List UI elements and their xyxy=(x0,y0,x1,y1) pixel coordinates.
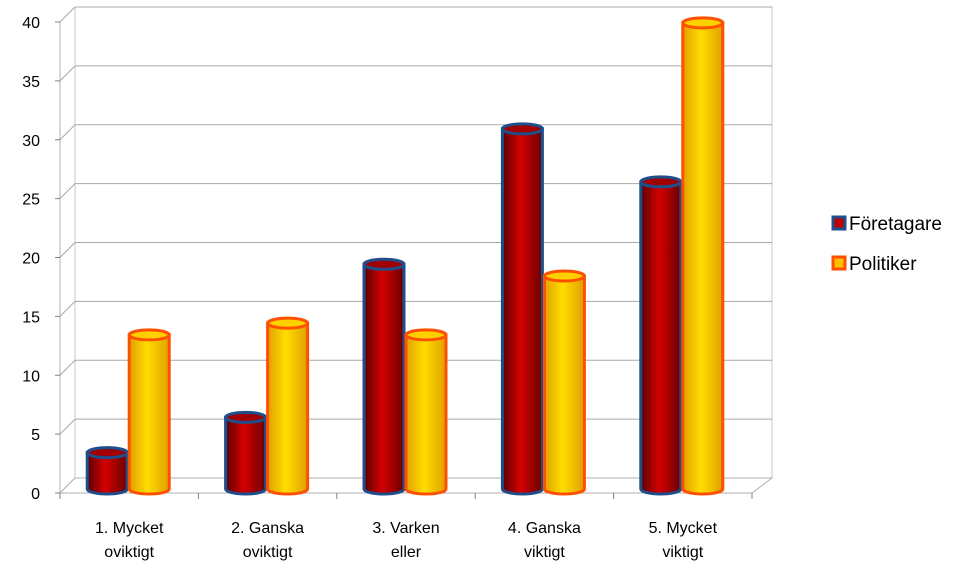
x-tick-label: 4. Ganska viktigt xyxy=(508,520,581,561)
y-tick-label: 25 xyxy=(22,192,40,209)
gridline-diagonal xyxy=(59,242,76,258)
y-tick-label: 35 xyxy=(22,74,40,91)
y-tick-label: 5 xyxy=(31,427,40,444)
bar-body xyxy=(224,415,268,496)
bar-body xyxy=(639,180,683,496)
bar-top xyxy=(681,16,725,30)
bar xyxy=(266,316,310,496)
bar xyxy=(127,328,171,496)
bar-body xyxy=(681,21,725,496)
bar-top xyxy=(639,175,683,189)
y-tick-label: 40 xyxy=(22,15,40,32)
gridline-diagonal xyxy=(59,65,76,82)
gridline-diagonal xyxy=(59,418,76,435)
y-axis-ticks: 0 5 10 15 20 25 30 35 40 xyxy=(22,15,60,503)
bar-top xyxy=(224,410,268,424)
bar-body xyxy=(404,333,448,496)
x-tick-label: 2. Ganska oviktigt xyxy=(231,520,304,561)
bar-top xyxy=(266,316,310,330)
bars xyxy=(85,16,725,496)
y-tick-label: 20 xyxy=(22,251,40,268)
legend-label: Politiker xyxy=(849,254,917,275)
gridline-diagonal xyxy=(59,183,76,199)
bar-top xyxy=(127,328,171,342)
bar-body xyxy=(85,451,129,496)
x-axis-ticks: 1. Mycket oviktigt 2. Ganska oviktigt 3. Var… xyxy=(59,493,753,561)
y-tick-label: 10 xyxy=(22,368,40,385)
bar-top xyxy=(362,257,406,271)
legend-swatch xyxy=(831,255,847,271)
legend-swatch xyxy=(831,215,847,231)
bar xyxy=(500,122,544,496)
bar xyxy=(85,446,129,496)
bar-top xyxy=(500,122,544,136)
bar xyxy=(404,328,448,496)
bar-body xyxy=(542,274,586,496)
bar-body xyxy=(266,321,310,496)
y-tick-label: 30 xyxy=(22,133,40,150)
x-tick-label: 3. Varken eller xyxy=(372,520,439,561)
bar-body xyxy=(500,127,544,496)
bar-top xyxy=(85,446,129,460)
bar-top xyxy=(542,269,586,283)
bar-body xyxy=(362,262,406,496)
bar-body xyxy=(127,333,171,496)
bar-top xyxy=(404,328,448,342)
gridline-diagonal xyxy=(59,301,76,317)
bar xyxy=(362,257,406,496)
bar xyxy=(639,175,683,496)
gridline-diagonal xyxy=(59,124,76,141)
gridline-diagonal xyxy=(59,359,76,376)
bar xyxy=(681,16,725,496)
bar xyxy=(542,269,586,496)
x-tick-label: 5. Mycket viktigt xyxy=(649,520,718,561)
legend: Företagare Politiker xyxy=(831,214,942,275)
bar xyxy=(224,410,268,496)
x-tick-label: 1. Mycket oviktigt xyxy=(95,520,164,561)
legend-label: Företagare xyxy=(849,214,942,235)
y-tick-label: 15 xyxy=(22,309,40,326)
y-tick-label: 0 xyxy=(31,486,40,503)
gridline-diagonal xyxy=(59,6,76,23)
